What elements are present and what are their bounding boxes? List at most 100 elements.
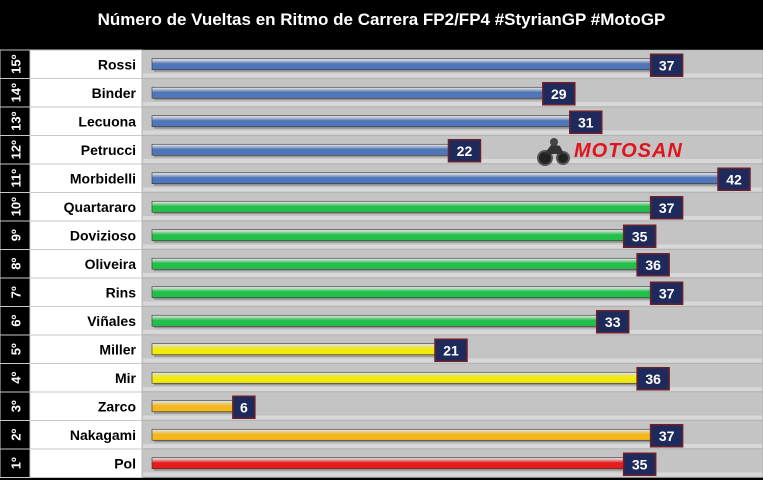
bar-track-shade	[143, 301, 762, 306]
rider-name: Pol	[114, 455, 136, 471]
rider-name: Morbidelli	[70, 170, 136, 186]
rank-label: 4º	[9, 372, 24, 384]
value-label: 29	[551, 86, 567, 102]
value-label-box	[569, 110, 603, 134]
bar	[151, 343, 436, 356]
rider-name: Rins	[106, 284, 137, 300]
rider-cell	[29, 78, 143, 108]
rider-name: Mir	[115, 370, 137, 386]
value-label: 21	[443, 342, 459, 358]
value-label: 35	[632, 456, 648, 472]
bar	[151, 457, 624, 470]
rank-cell	[0, 249, 31, 279]
rider-cell	[29, 448, 143, 478]
rank-label: 13º	[9, 111, 24, 130]
value-label: 36	[645, 257, 661, 273]
rider-name: Zarco	[98, 398, 136, 414]
bar	[151, 428, 651, 441]
rank-label: 6º	[9, 315, 24, 327]
rank-label: 11º	[9, 169, 24, 188]
rider-cell	[29, 220, 143, 250]
value-label: 37	[659, 57, 675, 73]
rank-label: 12º	[9, 140, 24, 159]
rider-name: Oliveira	[85, 256, 137, 272]
value-label: 37	[659, 428, 675, 444]
rank-label: 3º	[9, 400, 24, 412]
rank-label: 5º	[9, 343, 24, 355]
bar-track-shade	[143, 130, 762, 135]
rider-name: Rossi	[98, 56, 136, 72]
rank-label: 15º	[9, 54, 24, 73]
rider-name: Binder	[92, 85, 137, 101]
bar-track-shade	[143, 73, 762, 78]
value-label-box	[717, 167, 751, 191]
bar	[151, 200, 651, 213]
bar	[151, 257, 638, 270]
bar-track-shade	[143, 444, 762, 448]
bar	[151, 229, 624, 242]
bar	[151, 143, 449, 156]
chart-title: Número de Vueltas en Ritmo de Carrera FP…	[97, 10, 666, 29]
value-label: 37	[659, 285, 675, 301]
bar	[151, 86, 544, 99]
value-label-box	[649, 424, 684, 448]
value-label-box	[434, 338, 468, 362]
value-label-box	[447, 139, 482, 163]
motorcycle-rider-icon	[537, 138, 570, 166]
watermark-text: MOTOSAN	[574, 139, 683, 162]
rank-label: 1º	[9, 457, 24, 469]
rank-cell	[0, 420, 31, 450]
bar	[151, 115, 571, 128]
rank-cell	[0, 306, 31, 336]
value-label-box	[232, 395, 256, 419]
rider-cell	[29, 49, 143, 79]
value-label: 35	[632, 228, 648, 244]
bar-track-shade	[143, 472, 762, 477]
rank-label: 8º	[9, 258, 24, 270]
bar-track-shade	[143, 273, 762, 277]
bar-track-shade	[143, 244, 762, 249]
rider-name: Petrucci	[81, 142, 136, 158]
rank-cell	[0, 192, 31, 222]
rider-cell	[29, 277, 143, 307]
rider-name: Nakagami	[70, 427, 136, 443]
value-label: 42	[726, 171, 742, 187]
value-label: 6	[240, 399, 248, 415]
value-label-box	[595, 310, 630, 334]
value-label-box	[649, 53, 684, 77]
value-label-box	[542, 82, 576, 106]
bar	[151, 172, 719, 185]
rank-label: 9º	[9, 229, 24, 241]
bar-track-shade	[143, 187, 762, 192]
value-label: 36	[645, 371, 661, 387]
value-label-box	[636, 253, 670, 277]
value-label: 37	[659, 200, 675, 216]
bar-track-shade	[143, 330, 762, 334]
bar	[151, 400, 234, 413]
bar-track-shade	[143, 102, 762, 106]
rank-label: 14º	[9, 83, 24, 102]
bar-track-shade	[143, 216, 762, 220]
rank-label: 7º	[9, 286, 24, 298]
rank-label: 2º	[9, 429, 24, 441]
value-label-box	[622, 224, 657, 248]
rank-label: 10º	[9, 197, 24, 216]
value-label-box	[649, 196, 684, 220]
rider-name: Dovizioso	[70, 227, 136, 243]
rider-name: Viñales	[87, 313, 136, 329]
motosan-watermark: MOTOSAN	[536, 135, 683, 167]
bar-track-shade	[143, 415, 762, 420]
rider-cell	[29, 249, 143, 279]
bar-track-shade	[143, 387, 762, 391]
value-label-box	[622, 452, 657, 476]
value-label: 31	[578, 114, 594, 130]
bar	[151, 286, 651, 299]
value-label-box	[636, 367, 670, 391]
value-label: 33	[605, 314, 621, 330]
bar	[151, 58, 651, 71]
bar	[151, 371, 638, 384]
rider-name: Quartararo	[64, 199, 136, 215]
rider-name: Miller	[99, 341, 136, 357]
value-label-box	[649, 281, 684, 305]
